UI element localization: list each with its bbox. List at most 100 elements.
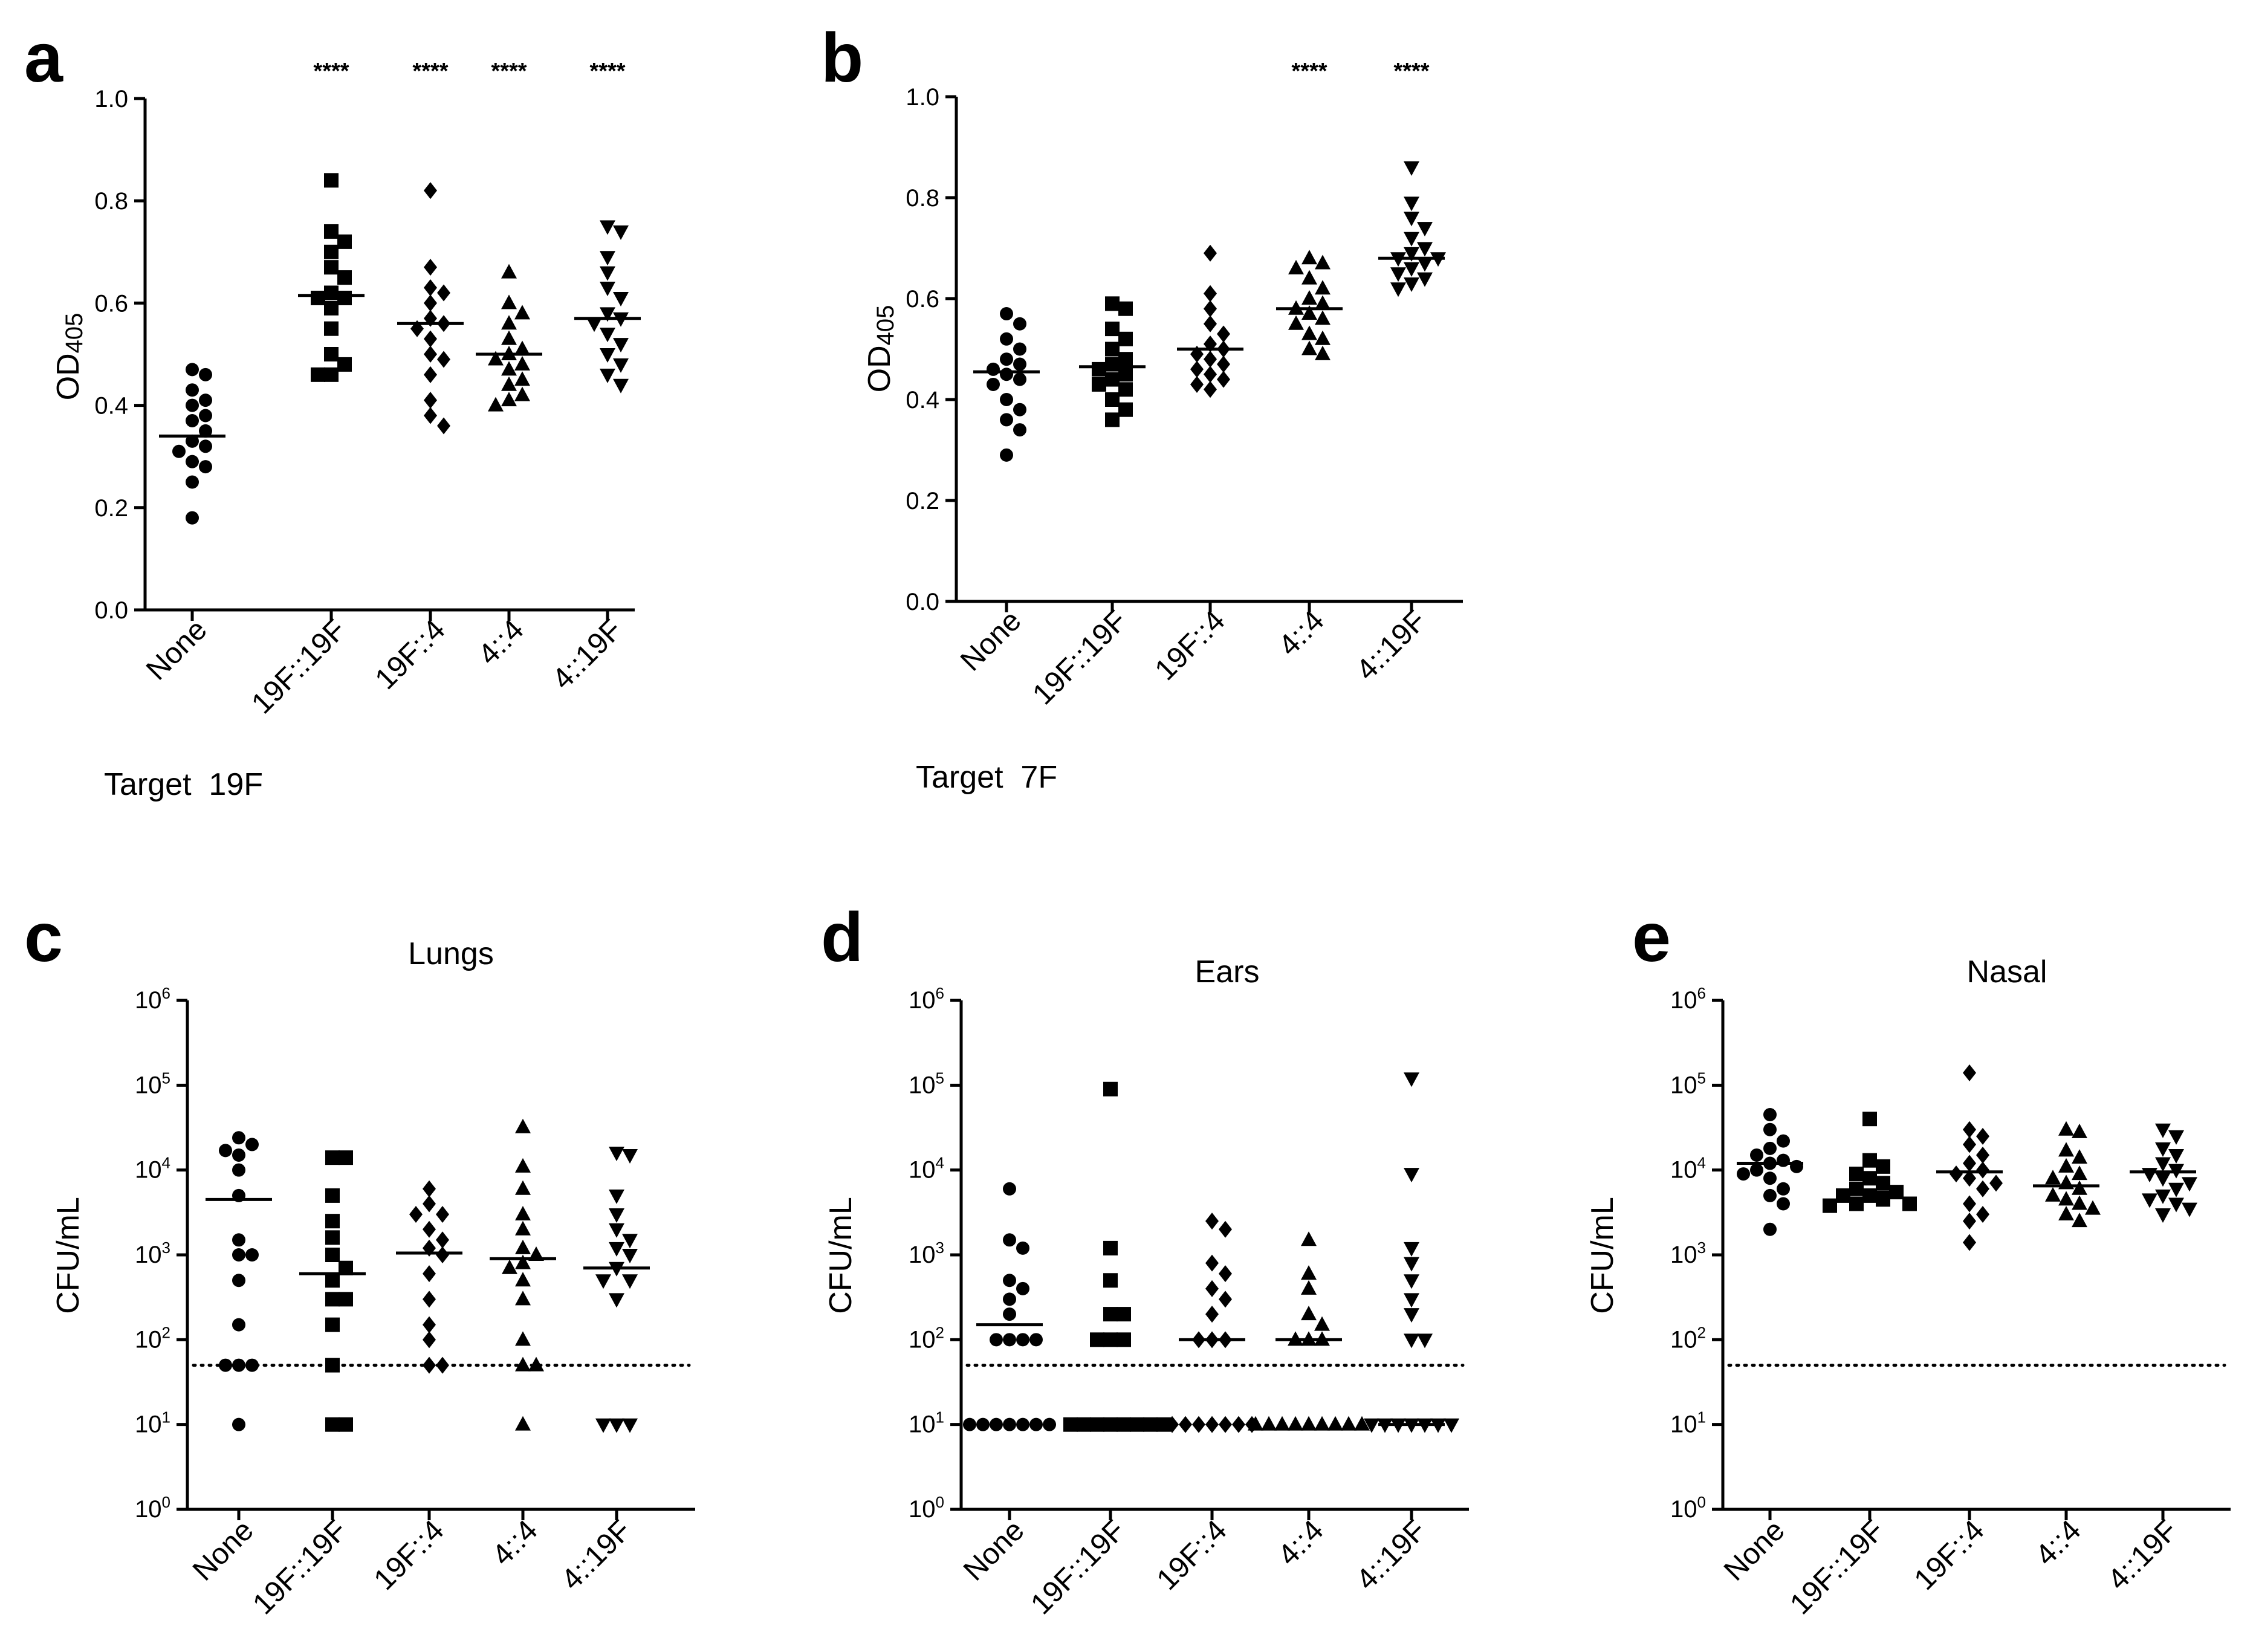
data-point [324, 244, 339, 259]
data-point [219, 1358, 232, 1372]
data-point [600, 328, 615, 343]
data-point [622, 1418, 638, 1433]
x-tick-label: 4::19F [1350, 1514, 1432, 1596]
data-point [1204, 285, 1217, 302]
data-point [337, 357, 352, 372]
x-tick-label: 4::19F [1350, 604, 1432, 687]
data-point [2155, 1123, 2171, 1138]
data-point [424, 407, 437, 424]
panel-e-y-ticks: 100 101 102 103 104 105 106 [1670, 984, 1723, 1523]
data-point [1417, 222, 1433, 237]
data-point [2072, 1213, 2087, 1228]
panel-a-target-label: Target 19F [104, 767, 263, 802]
data-point [1404, 1257, 1419, 1272]
panel-e-y-axis-label: CFU/mL [1585, 1197, 1620, 1314]
data-point [1976, 1146, 1989, 1164]
data-point [1016, 1333, 1029, 1347]
y-tick-label: 106 [135, 984, 170, 1014]
data-point [1117, 1307, 1131, 1322]
data-point [1341, 1416, 1357, 1431]
data-point [423, 1265, 436, 1283]
panel-a-data-points [172, 173, 629, 525]
x-tick-label: 19F::19F [1784, 1514, 1891, 1621]
y-tick-label: 0.6 [906, 286, 939, 313]
data-point [2058, 1206, 2074, 1221]
panel-d-y-ticks: 100 101 102 103 104 105 106 [909, 984, 961, 1523]
x-tick-label: None [1718, 1514, 1791, 1587]
data-point [1217, 355, 1230, 373]
data-point [1013, 357, 1026, 371]
data-point [1301, 1416, 1317, 1431]
y-tick-label: 101 [1670, 1408, 1706, 1438]
data-point [337, 234, 352, 249]
data-point [186, 434, 199, 448]
data-point [1204, 244, 1217, 262]
panel-e: e Nasal 100 101 102 103 104 105 106 None19F::1… [1585, 899, 2231, 1621]
data-point [423, 1220, 436, 1238]
panel-d-title: Ears [1195, 954, 1260, 990]
panel-letter-b: b [821, 19, 863, 97]
data-point [1963, 1136, 1976, 1153]
data-point [2085, 1200, 2101, 1215]
data-point [987, 377, 1000, 391]
data-point [2072, 1180, 2087, 1195]
data-point [1404, 196, 1419, 212]
data-point [1103, 1273, 1118, 1288]
data-point [1000, 307, 1013, 321]
data-point [1118, 402, 1133, 417]
data-point [1288, 315, 1304, 330]
data-point [609, 1293, 624, 1308]
data-point [622, 1274, 638, 1289]
data-point [337, 270, 352, 285]
data-point [2045, 1170, 2061, 1185]
panel-d-data-points [963, 1072, 1459, 1433]
data-point [424, 346, 437, 363]
y-tick-label: 106 [1670, 984, 1706, 1014]
data-point [325, 1317, 340, 1332]
data-point [324, 260, 339, 275]
data-point [324, 321, 339, 336]
data-point [2168, 1130, 2184, 1145]
data-point [1232, 1416, 1245, 1433]
data-point [325, 1230, 340, 1245]
data-point [1364, 1418, 1379, 1433]
data-point [1976, 1127, 1989, 1145]
data-point [1261, 1416, 1277, 1431]
y-tick-label: 0.0 [94, 597, 128, 624]
panel-a-medians [159, 294, 641, 438]
data-point [1105, 392, 1120, 407]
data-point [1737, 1167, 1750, 1181]
data-point [1862, 1112, 1877, 1127]
panel-c-y-axis-label: CFU/mL [51, 1197, 86, 1314]
panel-c-data-points [219, 1118, 638, 1433]
panel-e-title: Nasal [1967, 954, 2047, 990]
x-tick-label: None [955, 604, 1028, 678]
data-point [1003, 1274, 1016, 1288]
data-point [423, 1316, 436, 1333]
data-point [1444, 1418, 1459, 1433]
panel-letter-c: c [24, 899, 63, 976]
data-point [622, 1249, 638, 1263]
data-point [1103, 1240, 1118, 1255]
data-point [1836, 1188, 1850, 1203]
x-tick-label: 19F::4 [1908, 1514, 1990, 1596]
data-point [2155, 1208, 2171, 1223]
data-point [1013, 403, 1026, 416]
data-point [1301, 1280, 1317, 1295]
data-point [1205, 1213, 1219, 1230]
data-point [1190, 360, 1204, 378]
data-point [1003, 1333, 1016, 1347]
data-point [1417, 272, 1433, 287]
x-tick-label: 19F::4 [1149, 604, 1231, 687]
data-point [2072, 1149, 2087, 1164]
data-point [1105, 412, 1120, 427]
data-point [311, 367, 325, 382]
data-point [613, 338, 629, 353]
data-point [1118, 367, 1133, 382]
data-point [324, 367, 339, 382]
data-point [515, 1331, 531, 1346]
data-point [1205, 1254, 1219, 1272]
y-tick-label: 103 [1670, 1239, 1706, 1268]
data-point [2182, 1177, 2197, 1192]
data-point [600, 220, 615, 235]
